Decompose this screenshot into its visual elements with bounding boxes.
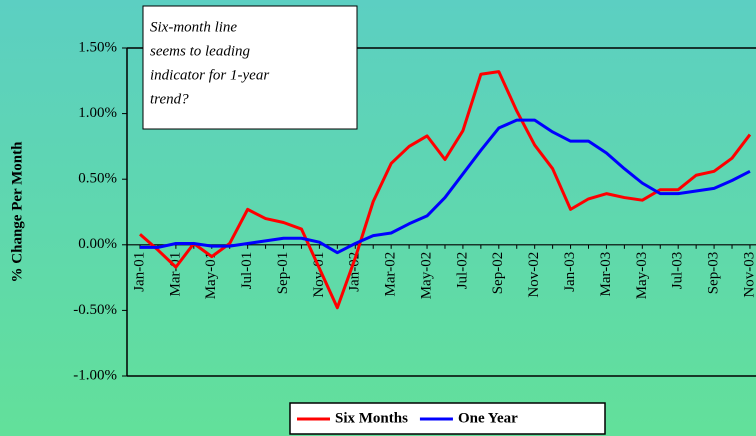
series-line [140, 118, 751, 255]
annotation-text: Six-month line [150, 19, 237, 35]
y-axis-label: % Change Per Month [9, 141, 25, 283]
x-tick-label: Jan-03 [562, 252, 578, 292]
annotation-text: indicator for 1-year [150, 67, 269, 83]
x-tick-label: May-01 [203, 252, 219, 299]
y-tick-label: 1.00% [78, 105, 117, 121]
series-line [139, 70, 752, 310]
legend-label: One Year [458, 410, 518, 426]
x-tick-label: Sep-03 [706, 252, 722, 294]
x-tick-label: Nov-03 [741, 252, 756, 298]
annotation-text: trend? [150, 91, 189, 107]
y-tick-label: 1.50% [78, 39, 117, 55]
x-tick-label: Jul-01 [239, 252, 255, 289]
x-tick-label: Jul-02 [454, 252, 470, 289]
y-tick-label: -1.00% [73, 367, 117, 383]
x-tick-label: Nov-02 [526, 252, 542, 298]
legend-label: Six Months [335, 410, 408, 426]
x-tick-label: Jan-01 [131, 252, 147, 292]
y-tick-label: 0.00% [78, 236, 117, 252]
x-tick-label: Mar-02 [383, 252, 399, 297]
x-tick-label: May-02 [418, 252, 434, 299]
x-tick-label: Sep-02 [490, 252, 506, 294]
x-tick-label: Mar-03 [598, 252, 614, 297]
x-tick-label: Sep-01 [275, 252, 291, 294]
x-tick-label: Jan-02 [347, 252, 363, 292]
annotation-box [142, 5, 358, 130]
x-tick-label: May-03 [634, 252, 650, 299]
annotation-text: seems to leading [150, 43, 250, 59]
y-tick-label: 0.50% [78, 171, 117, 187]
x-tick-label: Nov-01 [311, 252, 327, 298]
y-tick-label: -0.50% [73, 302, 117, 318]
x-tick-label: Jul-03 [670, 252, 686, 289]
